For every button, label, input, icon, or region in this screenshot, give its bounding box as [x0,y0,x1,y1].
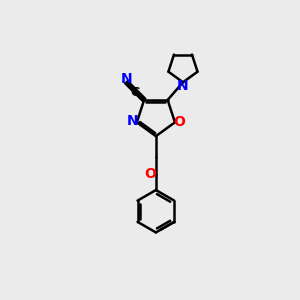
Text: O: O [145,167,157,182]
Text: O: O [173,115,185,129]
Text: N: N [177,79,189,93]
Text: C: C [130,86,139,99]
Text: N: N [127,114,139,128]
Text: N: N [121,72,132,86]
